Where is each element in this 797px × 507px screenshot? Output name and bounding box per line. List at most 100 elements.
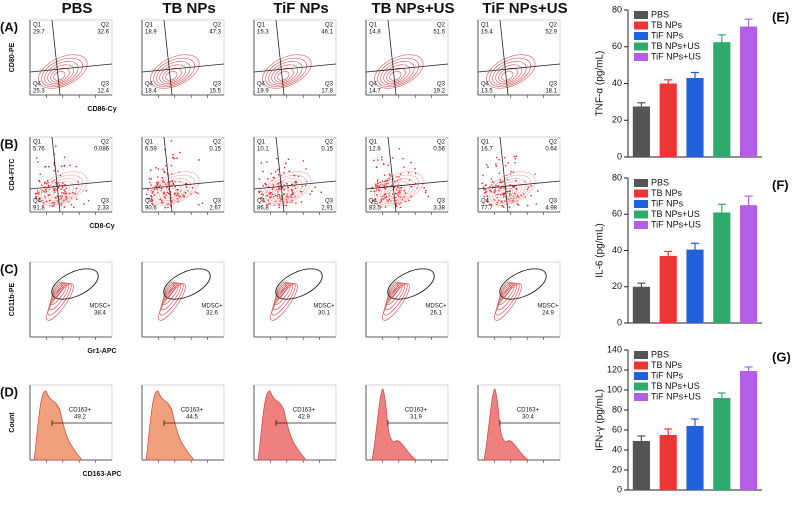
- event-dot: [394, 180, 396, 183]
- event-dot: [408, 179, 411, 181]
- quadrant-value: 5.76: [33, 147, 45, 153]
- quadrant-line: [29, 180, 113, 190]
- quadrant-value: 51.5: [433, 30, 445, 36]
- quadrant-name: Q4: [33, 199, 42, 205]
- quadrant-value: 52.9: [545, 30, 557, 36]
- event-dot: [266, 194, 268, 197]
- quadrant-name: Q3: [437, 199, 446, 205]
- contour: [386, 282, 403, 305]
- quadrant-line: [253, 63, 337, 73]
- event-dot: [291, 183, 293, 186]
- event-dot: [37, 161, 39, 163]
- event-dot: [258, 191, 261, 194]
- event-dot: [41, 199, 43, 202]
- event-dot: [500, 186, 503, 189]
- event-dot: [272, 184, 275, 186]
- event-dot: [184, 191, 187, 194]
- legend-swatch: [634, 210, 648, 219]
- flow-plot: MDSC+38.4: [29, 261, 113, 340]
- event-dot: [260, 162, 263, 164]
- legend-label: TB NPs: [651, 360, 683, 370]
- event-dot: [320, 191, 323, 194]
- legend-swatch: [634, 200, 648, 208]
- gate: [275, 268, 323, 300]
- legend-swatch: [634, 393, 648, 401]
- quadrant-name: Q1: [145, 140, 154, 146]
- panel-label: (C): [0, 261, 18, 276]
- event-dot: [483, 188, 485, 191]
- gate-name: MDSC+: [89, 304, 111, 310]
- event-dot: [264, 182, 266, 185]
- contour: [498, 282, 515, 305]
- event-dot: [260, 193, 263, 196]
- event-dot: [153, 188, 156, 190]
- contour: [275, 282, 289, 300]
- column-header: PBS: [62, 0, 93, 17]
- gate-name: CD163+: [69, 408, 92, 414]
- event-dot: [47, 194, 50, 197]
- event-dot: [169, 181, 171, 183]
- legend-label: TiF NPs+US: [651, 51, 701, 61]
- y-tick-label: 60: [612, 424, 622, 434]
- legend-swatch: [634, 32, 648, 40]
- y-tick-label: 40: [612, 245, 622, 255]
- event-dot: [292, 192, 295, 194]
- event-dot: [508, 206, 511, 208]
- contour: [44, 178, 79, 203]
- event-dot: [399, 206, 402, 209]
- event-dot: [427, 195, 430, 198]
- flow-plot: CD163+31.9: [365, 384, 449, 463]
- legend-swatch: [634, 189, 648, 198]
- quadrant-name: Q3: [213, 82, 222, 88]
- y-axis-label: CD11b-PE: [9, 282, 16, 316]
- quadrant-value: 18.4: [145, 89, 157, 95]
- event-dot: [48, 165, 50, 168]
- event-dot: [404, 192, 407, 195]
- event-dot: [62, 182, 64, 184]
- gate-name: CD163+: [405, 408, 428, 414]
- y-tick-label: 0: [617, 484, 622, 494]
- event-dot: [160, 199, 163, 202]
- event-dot: [35, 197, 38, 200]
- event-dot: [162, 168, 164, 171]
- event-dot: [381, 159, 383, 161]
- event-dot: [277, 168, 279, 171]
- contour: [150, 171, 200, 206]
- event-dot: [197, 192, 199, 195]
- contour: [162, 282, 179, 305]
- event-dot: [511, 185, 514, 188]
- contour: [377, 174, 420, 205]
- event-dot: [72, 191, 74, 194]
- quadrant-name: Q3: [101, 82, 110, 88]
- contour: [38, 54, 88, 89]
- event-dot: [153, 194, 156, 196]
- event-dot: [376, 203, 379, 205]
- event-dot: [285, 204, 288, 207]
- event-dot: [400, 186, 403, 189]
- column-header: TiF NPs: [273, 0, 329, 17]
- gate-name: MDSC+: [201, 304, 223, 310]
- event-dot: [287, 158, 290, 161]
- column-header: TiF NPs+US: [482, 0, 567, 17]
- quadrant-name: Q4: [257, 199, 266, 205]
- quadrant-name: Q4: [145, 82, 154, 88]
- panel-label: (D): [0, 384, 18, 399]
- event-dot: [258, 178, 261, 180]
- event-dot: [425, 189, 427, 192]
- event-dot: [381, 180, 384, 183]
- event-dot: [174, 192, 176, 194]
- event-dot: [374, 202, 376, 205]
- bar: [740, 205, 758, 323]
- event-dot: [383, 193, 386, 196]
- panel-label: (E): [772, 9, 789, 24]
- event-dot: [166, 191, 169, 194]
- quadrant-name: Q2: [325, 23, 334, 29]
- column-header: TB NPs+US: [372, 0, 455, 17]
- event-dot: [179, 151, 181, 154]
- legend-label: TB NPs+US: [651, 381, 700, 391]
- event-dot: [150, 178, 153, 180]
- event-dot: [281, 186, 284, 189]
- quadrant-name: Q2: [213, 140, 222, 146]
- event-dot: [39, 173, 42, 175]
- gate: [387, 268, 435, 300]
